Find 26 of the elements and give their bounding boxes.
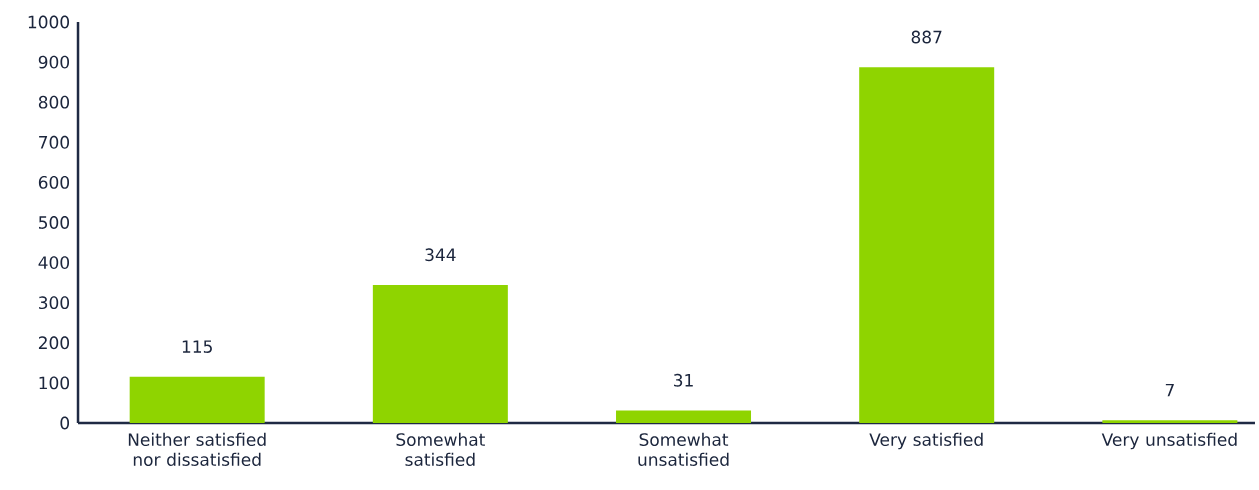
x-tick-label: Very satisfied — [869, 432, 983, 450]
data-label: 115 — [182, 340, 212, 353]
y-tick-label: 100 — [39, 376, 70, 390]
data-label: 344 — [425, 248, 456, 262]
bar — [129, 376, 265, 423]
y-tick-label: 400 — [38, 256, 70, 270]
y-tick-label: 600 — [38, 175, 70, 189]
bar — [616, 410, 752, 423]
x-tick-label: Neither satisfied nor dissatisfied — [128, 432, 266, 466]
data-label: 31 — [674, 373, 693, 387]
y-tick-label: 300 — [39, 296, 70, 310]
y-tick-label: 900 — [38, 55, 70, 69]
data-label: 887 — [911, 30, 942, 44]
y-tick-label: 700 — [39, 135, 70, 149]
data-label: 7 — [1165, 383, 1174, 397]
y-tick-label: 500 — [39, 216, 70, 229]
bar — [372, 285, 508, 423]
bar — [859, 67, 995, 423]
y-tick-label: 200 — [38, 336, 70, 350]
y-tick-label: 0 — [60, 416, 70, 430]
bar — [1102, 420, 1238, 423]
x-tick-label: Somewhat satisfied — [396, 432, 485, 466]
y-tick-label: 1000 — [28, 15, 70, 29]
x-tick-label: Somewhat unsatisfied — [638, 432, 729, 466]
y-tick-label: 800 — [38, 95, 70, 109]
x-tick-label: Very unsatisfied — [1101, 432, 1237, 450]
